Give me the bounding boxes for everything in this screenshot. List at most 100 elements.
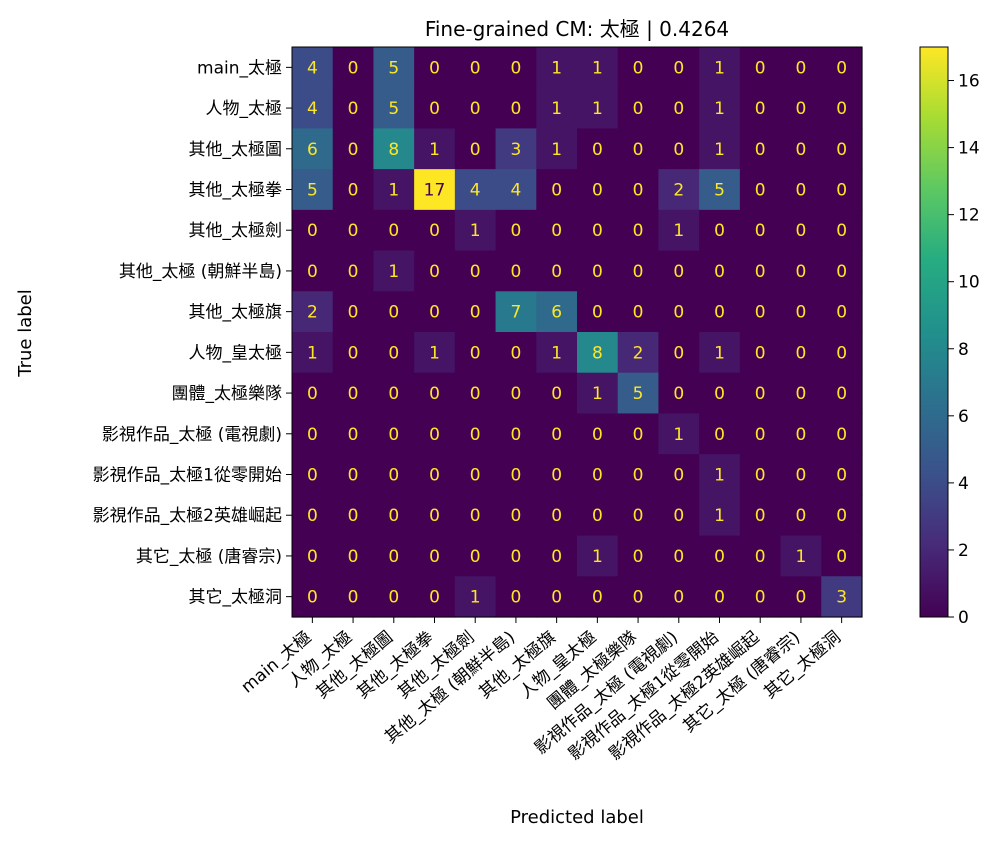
cell-value-label: 0 [429, 466, 440, 486]
cell-value-label: 5 [388, 58, 399, 78]
cell-value-label: 1 [388, 181, 399, 201]
heatmap-cell [454, 169, 497, 211]
cell-value-label: 0 [348, 58, 359, 78]
cell-value-label: 0 [714, 425, 725, 445]
heatmap-cell [617, 576, 660, 618]
cell-value-label: 0 [307, 506, 318, 526]
heatmap-cell [821, 291, 863, 333]
cell-value-label: 0 [633, 425, 644, 445]
heatmap-cell [495, 209, 537, 252]
heatmap-cell [454, 128, 497, 170]
heatmap-cell [292, 332, 334, 374]
cell-value-label: 0 [714, 588, 725, 608]
heatmap-cell [739, 332, 782, 374]
cell-value-label: 0 [714, 384, 725, 404]
cell-value-label: 0 [796, 343, 807, 363]
heatmap-cell [292, 47, 334, 89]
heatmap-cell [332, 332, 375, 374]
cell-value-label: 0 [592, 303, 603, 323]
heatmap-cell [577, 291, 619, 333]
cell-value-label: 0 [673, 506, 684, 526]
cell-value-label: 1 [714, 140, 725, 160]
cell-value-label: 0 [592, 588, 603, 608]
cell-value-label: 0 [348, 588, 359, 608]
heatmap-cell [414, 209, 456, 252]
heatmap-cell [699, 413, 741, 455]
heatmap-cell [414, 169, 456, 211]
cell-value-label: 5 [307, 181, 318, 201]
heatmap-cell [658, 209, 700, 252]
cell-value-label: 0 [511, 343, 522, 363]
cell-value-label: 0 [714, 262, 725, 282]
cell-value-label: 2 [307, 303, 318, 323]
heatmap-cell [739, 47, 782, 89]
heatmap-cell [699, 250, 741, 292]
heatmap-cell [332, 169, 375, 211]
heatmap-cell [577, 209, 619, 252]
cell-value-label: 0 [551, 262, 562, 282]
y-tick-label: 其它_太極洞 [189, 588, 283, 608]
heatmap-cell [373, 454, 415, 496]
cell-value-label: 0 [755, 262, 766, 282]
cell-value-label: 0 [429, 99, 440, 119]
heatmap-cell [821, 576, 863, 618]
heatmap-cell [373, 209, 415, 252]
cell-value-label: 0 [307, 262, 318, 282]
heatmap-cell [292, 494, 334, 537]
colorbar-tick-label: 14 [958, 139, 980, 159]
cell-value-label: 0 [673, 384, 684, 404]
heatmap-cell [658, 372, 700, 415]
heatmap-cell [495, 372, 537, 415]
cell-value-label: 0 [755, 140, 766, 160]
cell-value-label: 0 [673, 547, 684, 567]
cell-value-label: 0 [836, 547, 847, 567]
cell-value-label: 0 [348, 303, 359, 323]
heatmap-cell [332, 494, 375, 537]
cell-value-label: 0 [470, 99, 481, 119]
heatmap-cell [617, 413, 660, 455]
heatmap-cell [577, 47, 619, 89]
cell-value-label: 0 [755, 303, 766, 323]
heatmap-cell [739, 454, 782, 496]
heatmap-cell [577, 332, 619, 374]
y-tick-label: 影視作品_太極2英雄崛起 [93, 506, 282, 526]
heatmap-cell [617, 372, 660, 415]
heatmap-cell [780, 576, 822, 618]
cell-value-label: 6 [551, 303, 562, 323]
heatmap-cell [536, 372, 578, 415]
cell-value-label: 0 [796, 588, 807, 608]
heatmap-cell [739, 250, 782, 292]
cell-value-label: 0 [796, 221, 807, 241]
heatmap-cell [373, 576, 415, 618]
heatmap-cell [292, 87, 334, 130]
heatmap-cell [617, 250, 660, 292]
cell-value-label: 0 [755, 181, 766, 201]
cell-value-label: 0 [633, 588, 644, 608]
cell-value-label: 0 [836, 343, 847, 363]
cell-value-label: 0 [470, 140, 481, 160]
cell-value-label: 0 [714, 547, 725, 567]
cell-value-label: 1 [551, 343, 562, 363]
heatmap-cell [699, 87, 741, 130]
heatmap-cell [292, 372, 334, 415]
y-tick-label: 其他_太極拳 [189, 181, 283, 201]
heatmap-cell [332, 413, 375, 455]
cell-value-label: 0 [388, 588, 399, 608]
heatmap-cell [454, 209, 497, 252]
cell-value-label: 5 [633, 384, 644, 404]
colorbar: 0 2 4 6 8 10 12 14 16 [919, 46, 980, 628]
cell-value-label: 5 [388, 99, 399, 119]
heatmap-cell [699, 454, 741, 496]
heatmap-cell [780, 250, 822, 292]
cell-value-label: 0 [633, 262, 644, 282]
heatmap-cell [658, 169, 700, 211]
heatmap-cell [780, 209, 822, 252]
heatmap-cell [536, 494, 578, 537]
cell-value-label: 0 [633, 466, 644, 486]
heatmap-cell [454, 413, 497, 455]
heatmap-cell [658, 332, 700, 374]
heatmap-cell [577, 413, 619, 455]
cell-value-label: 0 [348, 466, 359, 486]
y-tick-label: 人物_皇太極 [189, 343, 283, 363]
cell-value-label: 0 [592, 466, 603, 486]
